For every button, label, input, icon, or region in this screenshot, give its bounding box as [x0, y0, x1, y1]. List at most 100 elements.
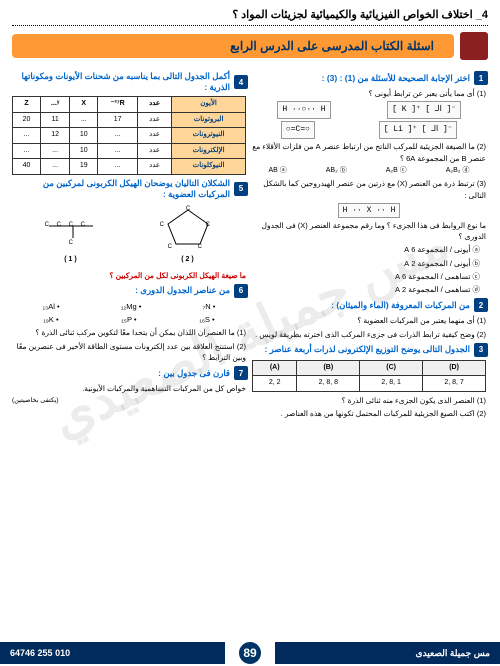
q5-title: الشكلان التاليان يوضحان الهيكل الكربونى … — [12, 178, 230, 200]
q5-number: 5 — [234, 182, 248, 196]
q1-opts2: AB ⓐ AB₂ ⓑ A₂B ⓒ A₂B₂ ⓓ — [252, 166, 486, 177]
right-column: 1 اختر الإجابة الصحيحة للأسئلة من (1) : … — [252, 68, 488, 421]
banner-text: اسئلة الكتاب المدرسى على الدرس الرابع — [12, 34, 454, 58]
q1-ch-c: ⓒ تساهمى / المجموعة 6 A — [252, 271, 486, 282]
q3-p1: (1) العنصر الذى يكون الجزىء منه ثنائى ال… — [252, 395, 486, 406]
svg-text:C: C — [159, 222, 164, 228]
q2-p1: (1) أى منهما يعتبر من المركبات العضوية ؟ — [252, 315, 486, 326]
q4-r1l: النيوترونات — [172, 128, 246, 144]
q4-c1: عدد — [138, 97, 172, 113]
q4-c3: X — [70, 97, 98, 113]
q1-o2b: AB₂ ⓑ — [326, 166, 347, 177]
q6-title: من عناصر الجدول الدورى : — [135, 285, 230, 296]
pentagon-structure-icon: C C C C C — [158, 204, 218, 249]
q1-formula: H ·· X ·· H — [338, 203, 401, 218]
q2-number: 2 — [474, 298, 488, 312]
q3-td-a: 2, 2 — [253, 376, 297, 392]
struct-label-2: ( 2 ) — [158, 255, 218, 266]
svg-text:C: C — [167, 244, 172, 249]
q3-td-b: 2, 8, 8 — [297, 376, 360, 392]
page-title: 4_ اختلاف الخواص الفيزيائية والكيميائية … — [12, 8, 488, 21]
q7-p1: خواص كل من المركبات التساهمية والمركبات … — [12, 383, 246, 394]
q3-title: الجدول التالى يوضح التوزيع الإلكترونى لذ… — [265, 344, 471, 355]
q1-p3: (3) ترتبط ذرة من العنصر (X) مع ذرتين من … — [252, 178, 486, 201]
page-header: 4_ اختلاف الخواص الفيزيائية والكيميائية … — [12, 8, 488, 26]
q1-opt1c: ○=C=○ — [281, 121, 315, 139]
q3-table: (A) (B) (C) (D) 2, 2 2, 8, 8 2, 8, 1 2, … — [252, 360, 486, 392]
q1-body: (1) أى مما يأتى يعبر عن ترابط أيونى ؟ H … — [252, 88, 488, 295]
q5-body: C C C C C ( 2 ) C C C — [12, 204, 248, 281]
q1-o2d: A₂B₂ ⓓ — [446, 166, 470, 177]
q4-c0: الأيون — [172, 97, 246, 113]
q6-e5: ₁₅P • — [121, 314, 136, 325]
q1-o2a: AB ⓐ — [268, 166, 286, 177]
q7-number: 7 — [234, 366, 248, 380]
q7-body: خواص كل من المركبات التساهمية والمركبات … — [12, 383, 248, 406]
chain-structure-icon: C C C C C — [41, 204, 101, 249]
q1-opt1a: H ··○·· H — [277, 101, 330, 119]
q1-ch-d: ⓓ تساهمى / المجموعة 2 A — [252, 284, 486, 295]
q2-title: من المركبات المعروفة (الماء والميثان) : — [331, 300, 470, 311]
q3-p2: (2) اكتب الصيغ الجزيئية للمركبات المحتمل… — [252, 408, 486, 419]
structure-2: C C C C C ( 2 ) — [158, 204, 218, 266]
q3-body: (A) (B) (C) (D) 2, 2 2, 8, 8 2, 8, 1 2, … — [252, 360, 488, 420]
q7-title: قارن فى جدول بين : — [158, 368, 230, 379]
book-icon — [460, 32, 488, 60]
svg-text:C: C — [197, 244, 202, 249]
struct-label-1: ( 1 ) — [41, 255, 101, 266]
left-column: 4 أكمل الجدول التالى بما يناسبه من شحنات… — [12, 68, 248, 421]
q6-e6: ₁₆S • — [199, 314, 214, 325]
q4-number: 4 — [234, 75, 248, 89]
q1-p1: (1) أى مما يأتى يعبر عن ترابط أيونى ؟ — [252, 88, 486, 99]
q3-th-a: (A) — [253, 360, 297, 376]
q3-th-d: (D) — [423, 360, 486, 376]
q4-title: أكمل الجدول التالى بما يناسبه من شحنات ا… — [12, 71, 230, 93]
q1-number: 1 — [474, 71, 488, 85]
q6-e4: ₁₉K • — [43, 314, 58, 325]
q6-p1: (1) ما العنصران اللذان يمكن أن يتحدا معً… — [12, 327, 246, 338]
q7-note: (يكتفى بخاصيتين) — [12, 396, 246, 406]
q4-r0l: البروتونات — [172, 112, 246, 128]
q1-o2c: A₂B ⓒ — [386, 166, 407, 177]
q3-number: 3 — [474, 343, 488, 357]
q3-th-b: (B) — [297, 360, 360, 376]
svg-text:C: C — [44, 222, 49, 228]
section-banner: اسئلة الكتاب المدرسى على الدرس الرابع — [12, 32, 488, 60]
q6-p2: (2) استنتج العلاقة بين عدد إلكترونات مست… — [12, 341, 246, 364]
q1-opt1d: [ Li ]⁺ [ الـ ]⁻ — [379, 121, 457, 139]
q6-number: 6 — [234, 284, 248, 298]
q4-r2l: الإلكترونات — [172, 143, 246, 159]
q1-p2: (2) ما الصيغة الجزيئية للمركب الناتج من … — [252, 141, 486, 164]
q6-e3: ₇N • — [203, 301, 216, 312]
q4-c2: ³⁷R⁻ — [98, 97, 138, 113]
q1-opts1: H ··○·· H [ K ]⁺ [ الـ ]⁻ — [252, 101, 486, 119]
q3-td-d: 2, 8, 7 — [423, 376, 486, 392]
q4-table: الأيون عدد ³⁷R⁻ X ʸ... Z البروتوناتعدد17… — [12, 96, 246, 175]
svg-text:C: C — [185, 206, 190, 212]
structure-1: C C C C C ( 1 ) — [41, 204, 101, 266]
q6-body: ₁₃Al • ₁₂Mg • ₇N • ₁₉K • ₁₅P • ₁₆S • (1)… — [12, 301, 248, 363]
q1-title: اختر الإجابة الصحيحة للأسئلة من (1) : (3… — [322, 73, 470, 84]
q4-c5: Z — [13, 97, 41, 113]
q1-p4: ما نوع الروابط فى هذا الجزىء ؟ وما رقم م… — [252, 220, 486, 243]
page-number: 89 — [237, 640, 263, 666]
q4-body: الأيون عدد ³⁷R⁻ X ʸ... Z البروتوناتعدد17… — [12, 96, 248, 175]
page-footer: مس جميلة الصعيدى 89 010 255 64746 — [0, 642, 500, 664]
q3-th-c: (C) — [360, 360, 423, 376]
q1-ch-a: ⓐ أيونى / المجموعة 6 A — [252, 244, 486, 255]
svg-text:C: C — [205, 222, 210, 228]
q5-question: ما صيغة الهيكل الكربونى لكل من المركبين … — [12, 270, 246, 281]
footer-teacher: مس جميلة الصعيدى — [416, 648, 490, 659]
q6-e1: ₁₃Al • — [43, 301, 60, 312]
svg-text:C: C — [68, 240, 73, 246]
q1-opt1b: [ K ]⁺ [ الـ ]⁻ — [387, 101, 460, 119]
q4-r3l: النيوكلونات — [172, 159, 246, 175]
q2-p2: (2) وضح كيفية ترابط الذرات فى جزىء المرك… — [252, 329, 486, 340]
footer-phone: 010 255 64746 — [10, 648, 70, 658]
q1-ch-b: ⓑ أيونى / المجموعة 2 A — [252, 258, 486, 269]
svg-text:C: C — [80, 222, 85, 228]
q3-td-c: 2, 8, 1 — [360, 376, 423, 392]
q6-e2: ₁₂Mg • — [121, 301, 142, 312]
q4-c4: ʸ... — [41, 97, 70, 113]
svg-text:C: C — [56, 222, 61, 228]
